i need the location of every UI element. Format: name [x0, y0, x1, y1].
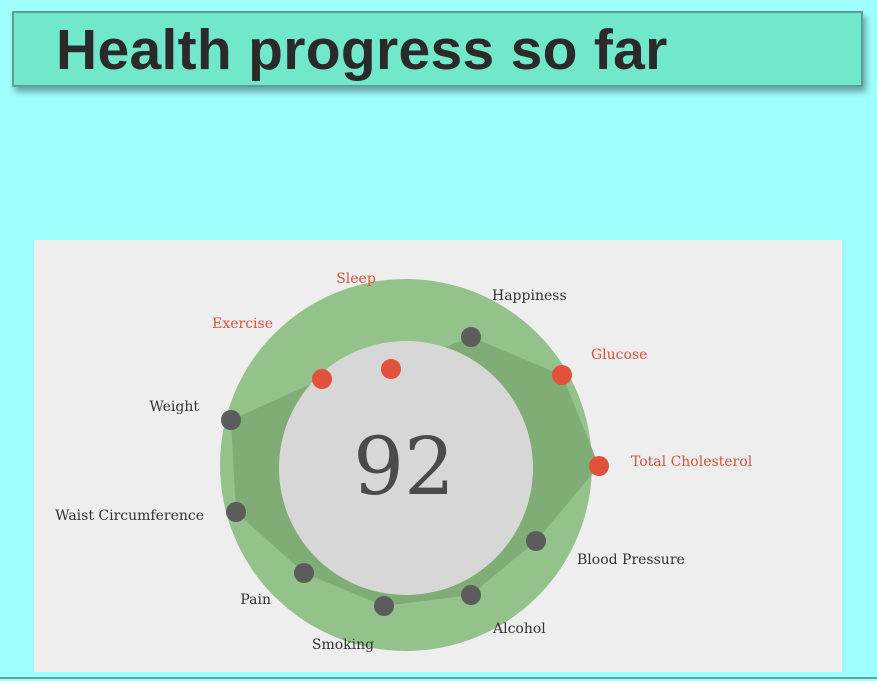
metric-dot-total-cholesterol	[589, 456, 609, 476]
metric-label-weight: Weight	[149, 399, 199, 415]
metric-label-waist-circumference: Waist Circumference	[55, 508, 204, 524]
metric-label-total-cholesterol: Total Cholesterol	[631, 454, 753, 470]
metric-dot-blood-pressure	[526, 531, 546, 551]
metric-dot-glucose	[552, 365, 572, 385]
metric-dot-happiness	[461, 327, 481, 347]
metric-dot-waist-circumference	[226, 502, 246, 522]
metric-dot-smoking	[374, 596, 394, 616]
slide-title: Health progress so far	[56, 18, 668, 82]
health-gauge: 92 Sleep Happiness Glucose Total Cholest…	[55, 271, 753, 653]
metric-dot-pain	[294, 563, 314, 583]
metric-label-sleep: Sleep	[336, 271, 376, 287]
health-gauge-panel: 92 Sleep Happiness Glucose Total Cholest…	[34, 240, 842, 672]
metric-label-happiness: Happiness	[492, 288, 567, 304]
metric-label-glucose: Glucose	[591, 347, 647, 363]
metric-dot-weight	[221, 410, 241, 430]
metric-label-smoking: Smoking	[312, 637, 374, 653]
metric-dot-exercise	[312, 369, 332, 389]
gauge-score: 92	[353, 420, 455, 513]
metric-label-alcohol: Alcohol	[492, 621, 546, 637]
metric-label-blood-pressure: Blood Pressure	[577, 552, 685, 568]
metric-dot-alcohol	[461, 585, 481, 605]
metric-label-pain: Pain	[240, 592, 271, 608]
slide-bottom-border	[0, 677, 877, 679]
slide-title-box: Health progress so far	[12, 11, 863, 87]
metric-dot-sleep	[381, 359, 401, 379]
metric-label-exercise: Exercise	[212, 316, 273, 332]
gauge-center-disc	[279, 341, 533, 595]
